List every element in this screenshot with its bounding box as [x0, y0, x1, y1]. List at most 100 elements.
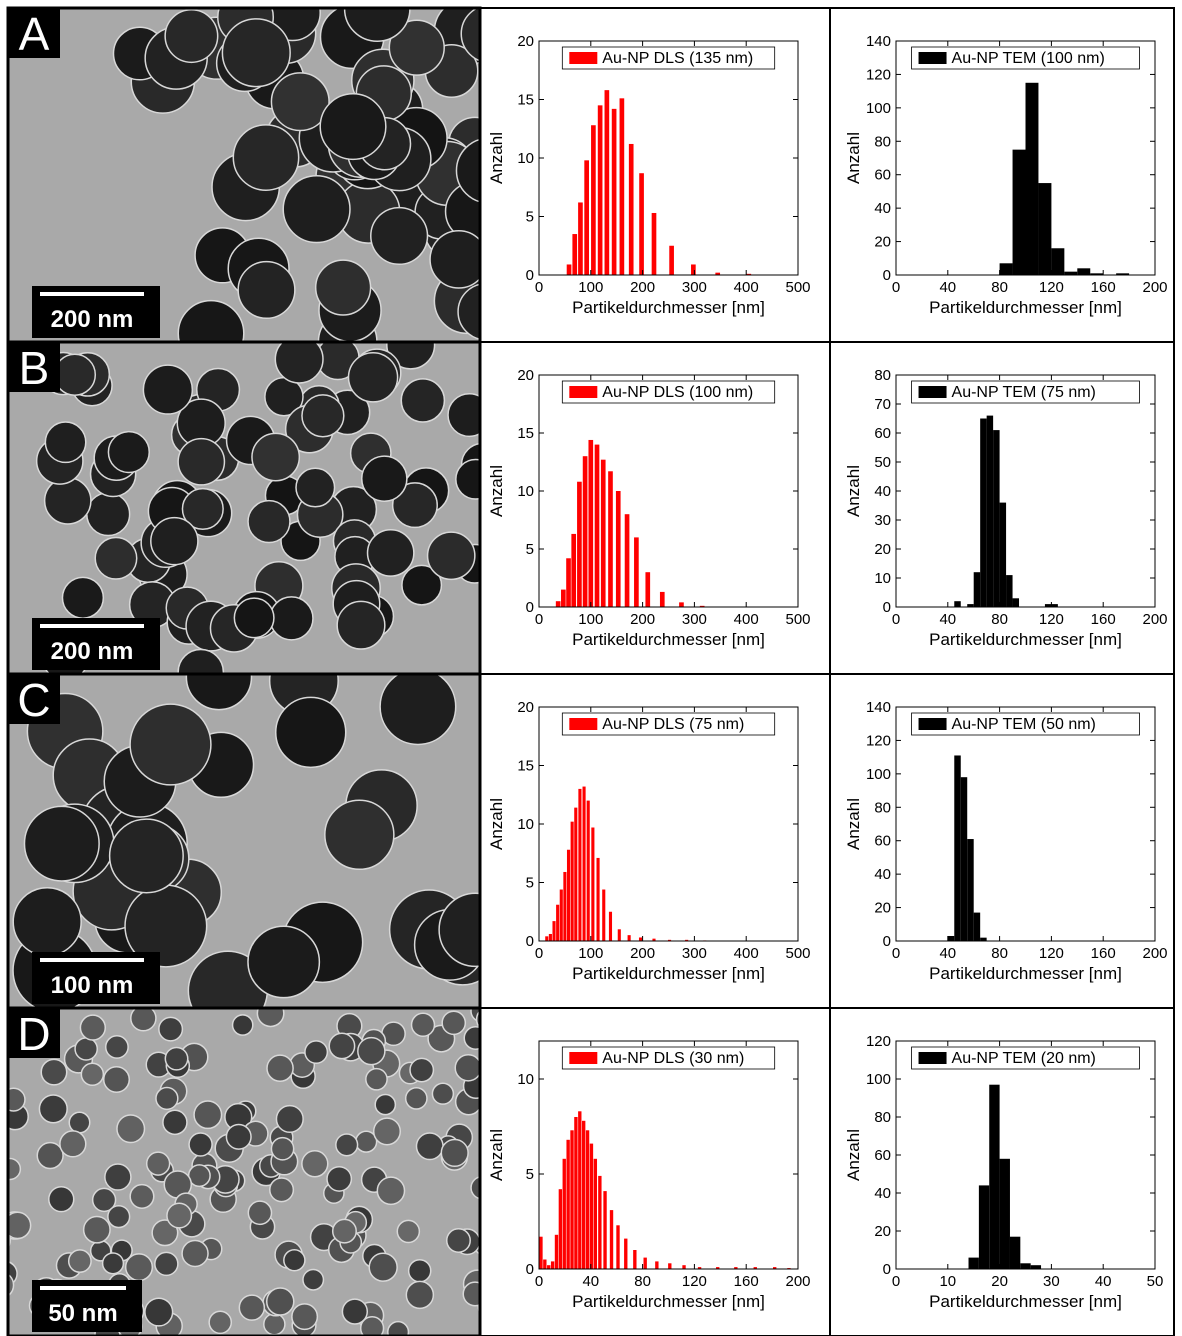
y-tick-label: 20: [517, 367, 534, 384]
bar: [668, 1263, 672, 1269]
x-tick-label: 50: [1147, 1273, 1164, 1290]
y-tick-label: 10: [517, 816, 534, 833]
bar: [954, 601, 961, 607]
scale-bar-label: 50 nm: [48, 1300, 117, 1327]
x-tick-label: 120: [1039, 945, 1064, 962]
bar: [617, 929, 621, 941]
y-tick-label: 5: [526, 875, 534, 892]
bar: [574, 1117, 578, 1269]
bar: [980, 937, 987, 941]
bars: [539, 1111, 791, 1269]
dls-histogram-a: 0 100 200 300 400 500 0 5 10 15 20 Partikeldurchmes…: [487, 33, 811, 317]
bar: [562, 1158, 566, 1269]
nanoparticles: [8, 1008, 480, 1336]
bar: [603, 1191, 607, 1269]
x-tick-label: 0: [892, 611, 900, 628]
bar: [582, 786, 586, 941]
dls-histogram-d: 0 40 80 120 160 200 0 5 10 Partikeldurchmesser [n…: [487, 1040, 811, 1311]
x-tick-label: 0: [892, 279, 900, 296]
bar: [558, 1189, 563, 1269]
y-tick-label: 15: [517, 425, 534, 442]
y-tick-label: 0: [526, 1261, 534, 1278]
scale-bar: [40, 1286, 126, 1290]
bar: [978, 1185, 990, 1269]
nanoparticles: [35, 342, 480, 674]
bar: [589, 1143, 594, 1269]
scale-bar-label: 100 nm: [51, 972, 134, 999]
x-tick-label: 0: [535, 279, 543, 296]
legend-swatch: [569, 386, 598, 398]
x-tick-label: 200: [1142, 279, 1167, 296]
panel-letter-box: [8, 1008, 60, 1058]
bar: [1077, 268, 1091, 275]
y-tick-label: 80: [874, 133, 891, 150]
bars: [999, 82, 1130, 276]
legend-label: Au-NP DLS (75 nm): [602, 716, 744, 733]
bar: [566, 849, 571, 941]
tem-histogram-c: 0 40 80 120 160 200 0 20 40 60 80 100 120 140 Partikel…: [844, 699, 1168, 983]
plot-frame: [895, 40, 1156, 276]
bar: [578, 788, 582, 941]
bar: [627, 935, 631, 941]
bar: [1044, 604, 1052, 607]
x-tick-label: 0: [535, 611, 543, 628]
legend-swatch: [918, 52, 947, 64]
x-tick-label: 100: [578, 611, 603, 628]
y-tick-label: 5: [526, 541, 534, 558]
bar: [570, 1130, 574, 1269]
x-axis-label: Partikeldurchmesser [nm]: [572, 298, 765, 317]
x-tick-label: 400: [734, 279, 759, 296]
bar: [624, 1238, 628, 1269]
y-axis-label: Anzahl: [844, 798, 863, 850]
y-tick-label: 100: [866, 766, 891, 783]
bar: [716, 1267, 720, 1269]
tem-histogram-b: 0 40 80 120 160 200 0 10 20 30 40 50 60 70 80 Partikeld…: [844, 367, 1168, 649]
x-tick-label: 80: [991, 279, 1008, 296]
legend-label: Au-NP TEM (100 nm): [952, 50, 1105, 67]
x-tick-label: 120: [682, 1273, 707, 1290]
x-tick-label: 40: [582, 1273, 599, 1290]
legend-swatch: [918, 1052, 947, 1064]
bar: [581, 1120, 586, 1269]
bars: [968, 1084, 1042, 1269]
x-tick-label: 200: [1142, 945, 1167, 962]
bar: [682, 1265, 686, 1269]
x-tick-label: 20: [991, 1273, 1008, 1290]
scale-bar-label: 200 nm: [51, 306, 134, 333]
bar: [570, 821, 574, 941]
x-axis-label: Partikeldurchmesser [nm]: [929, 630, 1122, 649]
bar: [659, 591, 665, 607]
x-tick-label: 500: [785, 945, 810, 962]
x-tick-label: 80: [991, 611, 1008, 628]
y-tick-label: 0: [883, 933, 891, 950]
bar: [586, 800, 590, 941]
plot-frame: [538, 706, 799, 942]
y-tick-label: 80: [874, 1109, 891, 1126]
bar: [651, 212, 657, 275]
bar: [552, 921, 556, 941]
bars: [555, 439, 705, 607]
x-tick-label: 160: [734, 1273, 759, 1290]
bar: [691, 264, 696, 275]
bar: [554, 1234, 559, 1269]
x-tick-label: 0: [892, 945, 900, 962]
y-tick-label: 0: [883, 1261, 891, 1278]
bar: [639, 173, 644, 275]
y-axis-label: Anzahl: [844, 465, 863, 517]
x-tick-label: 300: [682, 279, 707, 296]
bar: [566, 558, 571, 607]
bar: [638, 937, 643, 941]
bar: [967, 604, 974, 607]
y-tick-label: 30: [874, 512, 891, 529]
bar: [628, 143, 634, 275]
bar: [699, 605, 705, 607]
micrograph-c: C 100 nm: [8, 674, 480, 1008]
micrograph-b: B 200 nm: [8, 342, 480, 674]
x-tick-label: 10: [939, 1273, 956, 1290]
x-tick-label: 160: [1091, 279, 1116, 296]
bar: [993, 430, 1000, 607]
bar: [715, 272, 721, 275]
bar: [588, 439, 594, 607]
bar: [608, 471, 613, 607]
bar: [550, 1261, 555, 1269]
